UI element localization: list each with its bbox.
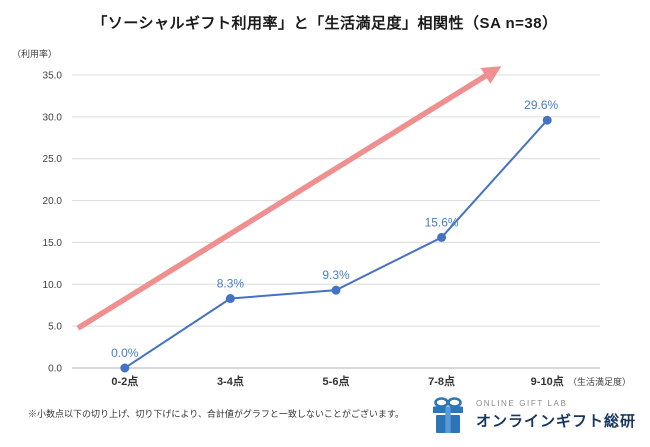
data-label: 8.3% [217, 277, 245, 291]
brand-logo: ONLINE GIFT LAB オンラインギフト総研 [428, 395, 636, 435]
x-axis-unit-label: （生活満足度） [568, 376, 631, 387]
data-label: 0.0% [111, 346, 139, 360]
chart-title: 「ソーシャルギフト利用率」と「生活満足度」相関性（SA n=38） [92, 15, 558, 32]
x-tick-label: 0-2点 [111, 374, 138, 388]
y-tick-label: 30.0 [43, 112, 63, 123]
logo-top-text: ONLINE GIFT LAB [475, 399, 568, 408]
logo-name: オンラインギフト総研 [475, 413, 636, 430]
line-chart: 0.0 5.0 10.0 15.0 20.0 25.0 30.0 35.0 0.0% 8.3% 9.… [43, 66, 631, 388]
data-label: 15.6% [425, 215, 459, 229]
data-point [331, 285, 341, 295]
data-point [120, 363, 130, 373]
y-tick-label: 25.0 [43, 154, 63, 165]
y-axis-unit-label: （利用率） [12, 49, 58, 59]
x-tick-label: 3-4点 [217, 374, 244, 388]
y-tick-label: 10.0 [43, 280, 63, 291]
data-label: 29.6% [524, 98, 558, 112]
x-tick-label: 5-6点 [323, 374, 350, 388]
y-tick-label: 35.0 [43, 71, 63, 82]
x-tick-label: 7-8点 [428, 374, 455, 388]
trend-arrow [76, 66, 502, 331]
footnote: ※小数点以下の切り上げ、切り下げにより、合計値がグラフと一致しないことがございま… [28, 409, 404, 419]
data-label: 9.3% [322, 268, 350, 282]
y-tick-label: 15.0 [43, 238, 63, 249]
y-tick-label: 20.0 [43, 196, 63, 207]
data-point [437, 232, 447, 242]
data-line [124, 119, 548, 369]
data-point [225, 294, 235, 304]
y-tick-label: 0.0 [48, 364, 62, 375]
x-tick-label: 9-10点 [531, 374, 564, 388]
y-tick-label: 5.0 [48, 322, 62, 333]
data-point [542, 115, 552, 125]
gift-icon [432, 397, 463, 433]
